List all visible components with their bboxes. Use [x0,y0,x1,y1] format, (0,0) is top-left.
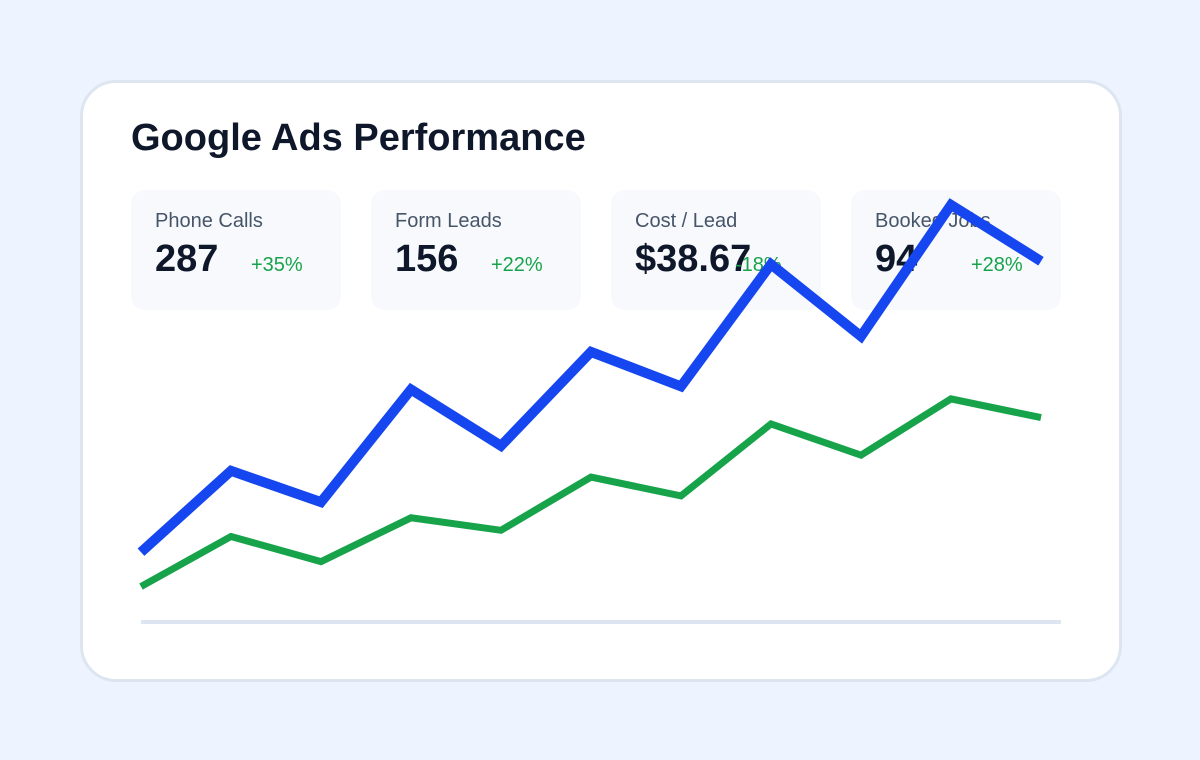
kpi-delta: +28% [971,254,1023,276]
page-title: Google Ads Performance [131,117,586,159]
series-line-green [139,395,1042,590]
series-line-blue [137,198,1044,556]
kpi-card-form-leads: Form Leads 156 +22% [371,190,581,310]
kpi-label: Cost / Lead [635,210,738,232]
kpi-card-cost-per-lead: Cost / Lead $38.67 -18% [611,190,821,310]
dashboard-card: Google Ads Performance Phone Calls 287 +… [80,80,1122,682]
line-chart [137,198,1061,624]
kpi-label: Phone Calls [155,210,263,232]
kpi-value: $38.67 [635,238,752,280]
kpi-card-phone-calls: Phone Calls 287 +35% [131,190,341,310]
kpi-value: 287 [155,238,219,280]
kpi-label: Form Leads [395,210,502,232]
kpi-value: 156 [395,238,459,280]
kpi-delta: +35% [251,254,303,276]
kpi-delta: +22% [491,254,543,276]
